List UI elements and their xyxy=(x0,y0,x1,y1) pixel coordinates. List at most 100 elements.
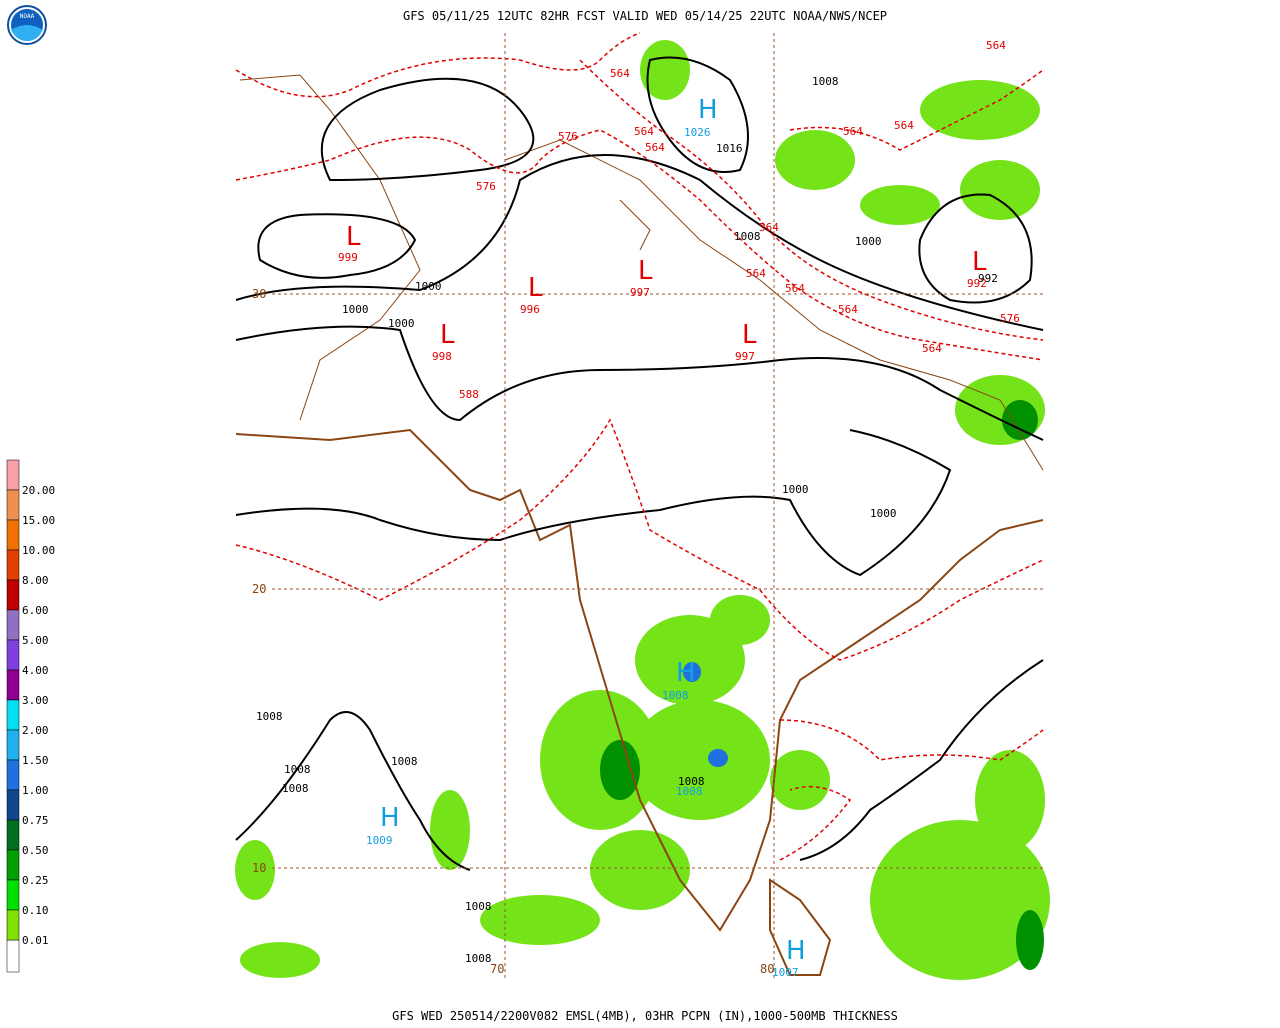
logo-text: NOAA xyxy=(20,13,35,20)
legend-swatch xyxy=(6,909,20,941)
contour-label: 1008 xyxy=(678,775,705,788)
contour-label: 576 xyxy=(476,180,496,193)
legend-label: 0.10 xyxy=(22,904,49,917)
contour-label: 564 xyxy=(838,303,858,316)
graticule xyxy=(272,33,1043,978)
contour-label: 1008 xyxy=(734,230,761,243)
contour-label: 992 xyxy=(978,272,998,285)
contour-label: 1000 xyxy=(782,483,809,496)
precip-legend: 20.00 15.00 10.00 8.00 6.00 5.00 4.00 3.00 2.00 1… xyxy=(6,459,55,973)
contour-label: 1008 xyxy=(676,785,703,798)
contour-label: 996 xyxy=(520,303,540,316)
contour-label: 564 xyxy=(634,125,654,138)
contour-label: 999 xyxy=(338,251,358,264)
legend-swatch xyxy=(6,759,20,791)
legend-label: 3.00 xyxy=(22,694,49,707)
contour-label: 564 xyxy=(610,67,630,80)
contour-label: 564 xyxy=(922,342,942,355)
contour-label: 992 xyxy=(967,277,987,290)
legend-label: 4.00 xyxy=(22,664,49,677)
contour-label: 997 xyxy=(630,286,650,299)
lon-label: 80 xyxy=(760,962,774,976)
legend-label: 0.75 xyxy=(22,814,49,827)
noaa-logo: NOAA xyxy=(7,5,47,45)
pressure-center: L xyxy=(972,247,987,277)
legend-label: 5.00 xyxy=(22,634,49,647)
contour-label: 588 xyxy=(459,388,479,401)
legend-swatch xyxy=(6,489,20,521)
pressure-center: H xyxy=(380,803,400,833)
pressure-center: L xyxy=(742,320,757,350)
contour-label: 1008 xyxy=(282,782,309,795)
legend-swatch xyxy=(6,699,20,731)
coastline xyxy=(235,428,1044,976)
contour-label: 1026 xyxy=(684,126,711,139)
legend-swatch xyxy=(6,789,20,821)
contour-label: 1000 xyxy=(870,507,897,520)
legend-swatch xyxy=(6,639,20,671)
legend-label: 1.50 xyxy=(22,754,49,767)
map-caption: GFS WED 250514/2200V082 EMSL(4MB), 03HR … xyxy=(392,1009,898,1023)
isobars xyxy=(235,56,1044,871)
precip-heavy xyxy=(600,400,1044,970)
contour-label: 1000 xyxy=(415,280,442,293)
contour-label: 564 xyxy=(986,39,1006,52)
contour-label: 564 xyxy=(645,141,665,154)
thickness-contours xyxy=(235,32,1044,861)
pressure-center: L xyxy=(440,320,455,350)
legend-label: 20.00 xyxy=(22,484,55,497)
legend-swatch xyxy=(6,579,20,611)
contour-label: 1008 xyxy=(284,763,311,776)
contour-label: 576 xyxy=(558,130,578,143)
lat-label: 30 xyxy=(252,287,266,301)
contour-label: 1007 xyxy=(772,966,799,979)
contour-label: 564 xyxy=(894,119,914,132)
lon-label: 70 xyxy=(490,962,504,976)
legend-swatch xyxy=(6,849,20,881)
contour-label: 997 xyxy=(735,350,755,363)
legend-swatch xyxy=(6,729,20,761)
map-title: GFS 05/11/25 12UTC 82HR FCST VALID WED 0… xyxy=(403,9,887,23)
legend-swatch xyxy=(6,609,20,641)
legend-swatch xyxy=(6,819,20,851)
contour-label: 564 xyxy=(843,125,863,138)
contour-label: 564 xyxy=(746,267,766,280)
contour-label: 1000 xyxy=(855,235,882,248)
legend-swatch xyxy=(6,459,20,491)
precip-peak xyxy=(683,662,728,767)
contour-label: 1009 xyxy=(366,834,393,847)
legend-label: 2.00 xyxy=(22,724,49,737)
map-frame: H102610161008L999L996L997L997L998L992992… xyxy=(235,32,1050,980)
legend-label: 8.00 xyxy=(22,574,49,587)
contour-label: 1016 xyxy=(716,142,743,155)
legend-label: 10.00 xyxy=(22,544,55,557)
pressure-center: L xyxy=(528,273,543,303)
pressure-center: H xyxy=(786,936,806,966)
legend-label: 15.00 xyxy=(22,514,55,527)
lat-label: 20 xyxy=(252,582,266,596)
contour-label: 564 xyxy=(785,282,805,295)
pressure-center: H xyxy=(676,658,696,688)
legend-swatch xyxy=(6,519,20,551)
contour-label: 1008 xyxy=(391,755,418,768)
contour-label: 998 xyxy=(432,350,452,363)
pressure-center: L xyxy=(346,222,361,252)
legend-label: 6.00 xyxy=(22,604,49,617)
pressure-center: H xyxy=(698,95,718,125)
contour-label: 1000 xyxy=(342,303,369,316)
legend-label: 0.50 xyxy=(22,844,49,857)
contour-label: 1008 xyxy=(662,689,689,702)
pressure-center: L xyxy=(638,256,653,286)
legend-swatch xyxy=(6,549,20,581)
contour-label: 1008 xyxy=(812,75,839,88)
legend-swatch xyxy=(6,669,20,701)
contour-label: 1000 xyxy=(388,317,415,330)
contour-label: 1008 xyxy=(256,710,283,723)
legend-label: 0.25 xyxy=(22,874,49,887)
contour-label: 576 xyxy=(1000,312,1020,325)
map-labels: H102610161008L999L996L997L997L998L992992… xyxy=(252,39,1020,979)
lat-label: 10 xyxy=(252,861,266,875)
contour-label: 1008 xyxy=(465,952,492,965)
